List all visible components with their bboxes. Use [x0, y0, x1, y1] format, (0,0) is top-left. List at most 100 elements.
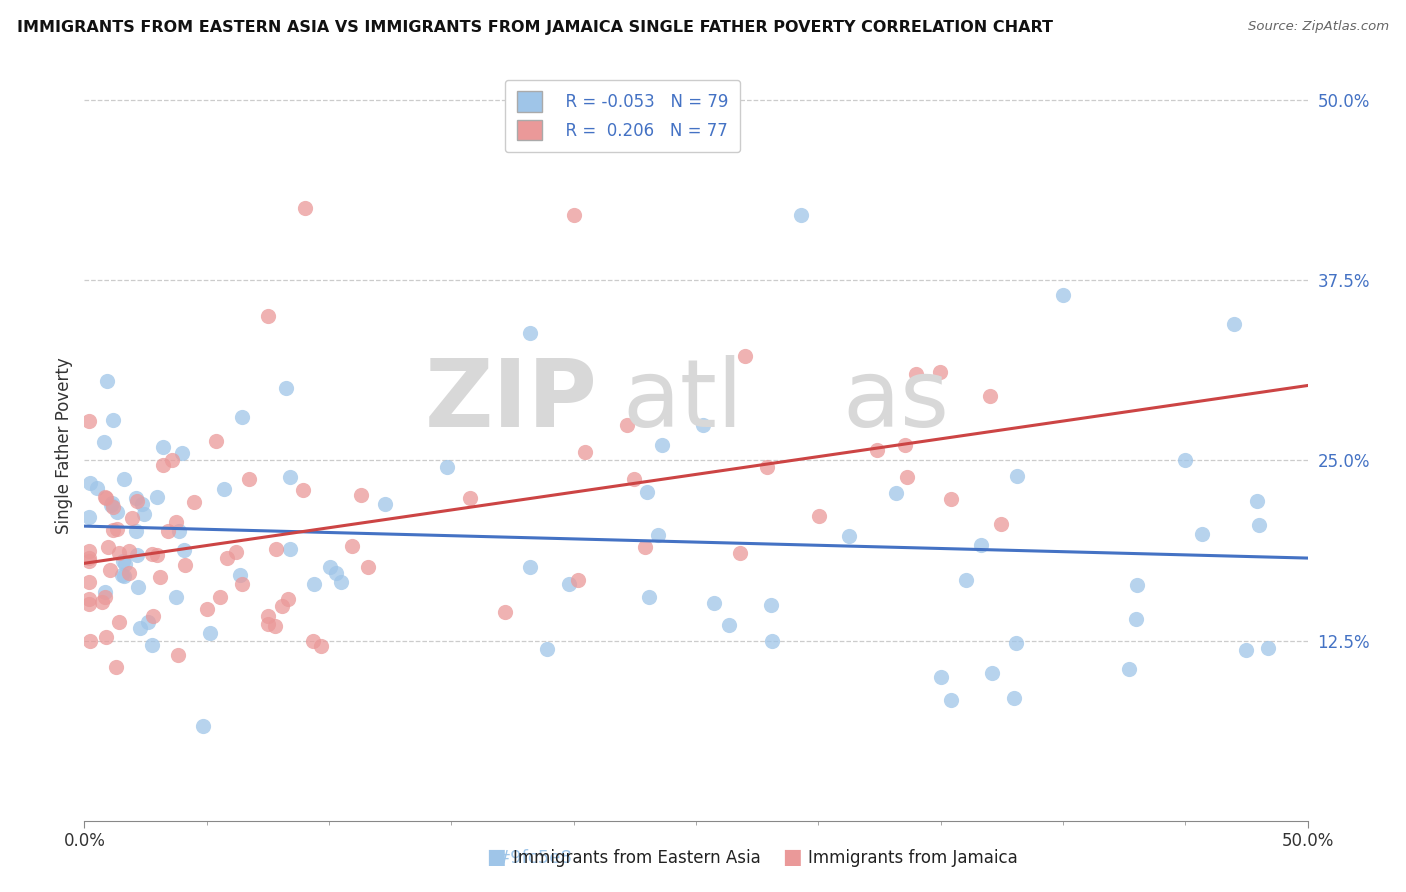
- Point: [884, 485, 907, 500]
- Point: [111, 567, 134, 582]
- Point: [756, 459, 779, 474]
- Text: IMMIGRANTS FROM EASTERN ASIA VS IMMIGRANTS FROM JAMAICA SINGLE FATHER POVERTY CO: IMMIGRANTS FROM EASTERN ASIA VS IMMIGRAN…: [17, 20, 1053, 35]
- Point: [94, 590, 117, 604]
- Point: [340, 539, 363, 553]
- Point: [231, 576, 253, 591]
- Point: [703, 596, 725, 610]
- Point: [558, 577, 581, 591]
- Point: [101, 496, 124, 510]
- Point: [104, 659, 127, 673]
- Point: [294, 201, 316, 215]
- Point: [1257, 641, 1279, 656]
- Point: [717, 617, 740, 632]
- Point: [129, 621, 152, 635]
- Point: [93, 434, 115, 449]
- Point: [519, 326, 541, 340]
- Point: [107, 615, 129, 629]
- Point: [94, 490, 117, 504]
- Point: [79, 475, 101, 490]
- Point: [955, 574, 977, 588]
- Point: [277, 591, 299, 606]
- Point: [436, 459, 458, 474]
- Point: [105, 505, 128, 519]
- Point: [125, 491, 148, 506]
- Point: [125, 494, 148, 508]
- Point: [77, 554, 100, 568]
- Point: [728, 546, 751, 560]
- Point: [208, 590, 231, 604]
- Point: [257, 310, 280, 324]
- Point: [173, 543, 195, 558]
- Point: [494, 605, 516, 619]
- Point: [357, 559, 380, 574]
- Point: [1002, 691, 1025, 706]
- Point: [112, 554, 135, 568]
- Point: [165, 591, 187, 605]
- Point: [302, 577, 325, 591]
- Point: [125, 524, 148, 539]
- Point: [278, 541, 301, 556]
- Point: [759, 599, 782, 613]
- Point: [651, 438, 673, 452]
- Point: [114, 557, 136, 571]
- Text: Immigrants from Eastern Asia: Immigrants from Eastern Asia: [513, 849, 761, 867]
- Point: [156, 524, 179, 538]
- Point: [77, 544, 100, 558]
- Legend:   R = -0.053   N = 79,   R =  0.206   N = 77: R = -0.053 N = 79, R = 0.206 N = 77: [505, 79, 740, 152]
- Text: atl: atl: [623, 355, 744, 447]
- Point: [141, 638, 163, 652]
- Point: [152, 458, 174, 472]
- Point: [519, 559, 541, 574]
- Point: [257, 608, 280, 623]
- Point: [256, 617, 278, 632]
- Point: [167, 648, 190, 662]
- Point: [1223, 317, 1246, 331]
- Point: [270, 599, 292, 613]
- Point: [193, 719, 215, 733]
- Point: [77, 592, 100, 607]
- Point: [928, 365, 950, 379]
- Point: [167, 524, 190, 538]
- Point: [77, 574, 100, 589]
- Point: [790, 209, 813, 223]
- Point: [929, 669, 952, 683]
- Point: [238, 472, 260, 486]
- Point: [146, 490, 169, 504]
- Point: [108, 546, 131, 560]
- Point: [969, 538, 991, 552]
- Point: [94, 584, 117, 599]
- Point: [979, 388, 1001, 402]
- Point: [121, 511, 143, 525]
- Point: [1126, 578, 1149, 592]
- Point: [866, 442, 889, 457]
- Point: [142, 609, 165, 624]
- Point: [170, 446, 193, 460]
- Point: [118, 544, 141, 558]
- Text: Source: ZipAtlas.com: Source: ZipAtlas.com: [1249, 20, 1389, 33]
- Point: [274, 381, 297, 395]
- Point: [112, 569, 135, 583]
- Point: [1247, 518, 1270, 533]
- Point: [291, 483, 314, 497]
- Point: [1191, 527, 1213, 541]
- Point: [94, 491, 117, 506]
- Point: [149, 570, 172, 584]
- Point: [152, 440, 174, 454]
- Point: [616, 418, 638, 433]
- Point: [1174, 453, 1197, 467]
- Point: [302, 634, 325, 648]
- Point: [264, 542, 287, 557]
- Point: [636, 485, 658, 500]
- Point: [212, 483, 235, 497]
- Point: [309, 639, 332, 653]
- Point: [562, 209, 585, 223]
- Point: [174, 558, 197, 573]
- Text: Immigrants from Jamaica: Immigrants from Jamaica: [808, 849, 1018, 867]
- Point: [79, 633, 101, 648]
- Point: [100, 499, 122, 513]
- Point: [86, 481, 108, 495]
- Point: [77, 414, 100, 428]
- Point: [647, 528, 669, 542]
- Point: [1005, 468, 1028, 483]
- Point: [198, 626, 221, 640]
